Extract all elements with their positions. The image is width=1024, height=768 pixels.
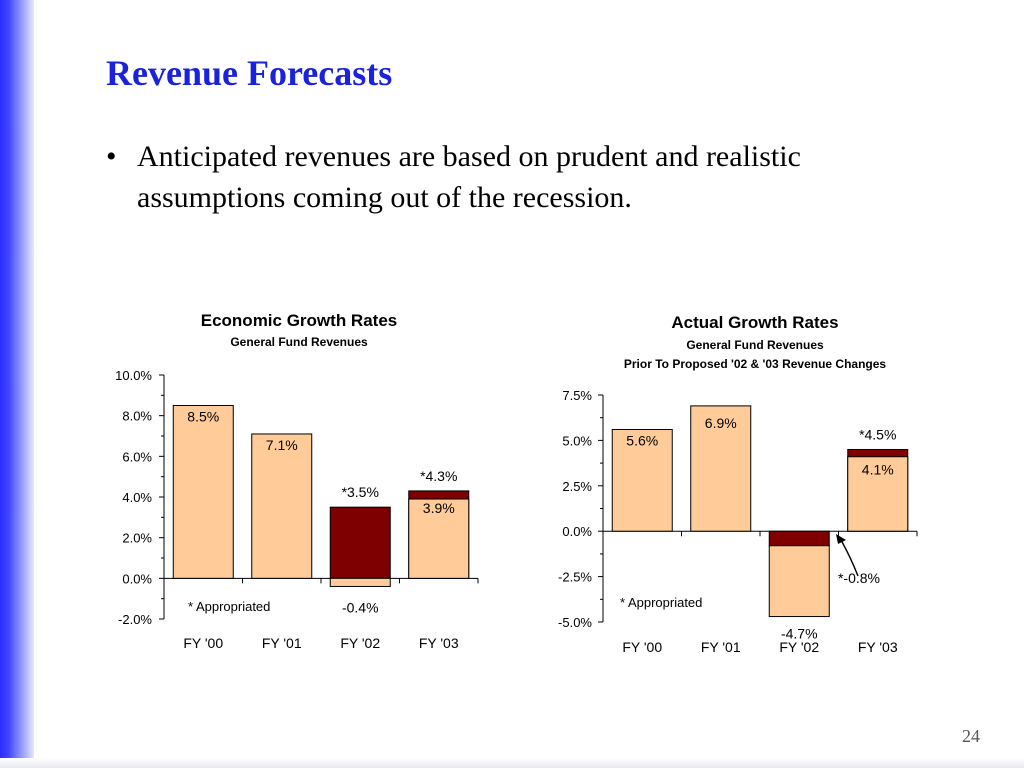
bullet-text: Anticipated revenues are based on pruden…: [137, 140, 801, 214]
y-tick-label: 8.0%: [122, 409, 152, 424]
y-tick-label: 6.0%: [122, 449, 152, 464]
bar-appropriated-label: *4.3%: [420, 468, 457, 484]
y-tick-label: -5.0%: [558, 615, 592, 630]
x-category-label: FY '01: [262, 635, 302, 651]
bar-value-label: -0.4%: [342, 599, 379, 615]
bar-value: [768, 545, 830, 618]
bar-value: [251, 433, 313, 579]
chart-subtitle-2: Prior To Proposed '02 & '03 Revenue Chan…: [624, 357, 887, 371]
slide-side-bar: [0, 0, 34, 768]
x-category-label: FY '03: [858, 639, 898, 655]
chart-title: Economic Growth Rates: [201, 311, 397, 330]
chart-subtitle: General Fund Revenues: [686, 338, 824, 352]
bar-value-label: 5.6%: [626, 433, 658, 449]
y-tick-label: 5.0%: [562, 433, 592, 448]
y-tick-label: -2.5%: [558, 570, 592, 585]
y-tick-label: 0.0%: [122, 571, 152, 586]
bar-value: [690, 405, 752, 532]
bar-value: [611, 429, 673, 532]
x-category-label: FY '03: [419, 635, 459, 651]
bullet-marker: •: [106, 140, 117, 173]
chart-footnote: * Appropriated: [188, 599, 270, 614]
bar-appropriated-label: *-0.8%: [838, 570, 880, 586]
bar-appropriated: [329, 506, 391, 579]
x-category-label: FY '00: [622, 639, 662, 655]
annotation-arrowhead: [836, 534, 846, 544]
y-tick-label: 0.0%: [562, 524, 592, 539]
bar-appropriated: [768, 530, 830, 547]
bar-value-label: 8.5%: [187, 409, 219, 425]
x-category-label: FY '02: [340, 635, 380, 651]
y-tick-label: 2.0%: [122, 531, 152, 546]
bar-value-label: 3.9%: [423, 500, 455, 516]
chart-subtitle: General Fund Revenues: [230, 335, 368, 349]
y-tick-label: 7.5%: [562, 388, 592, 403]
bar-value: [329, 577, 391, 587]
y-tick-label: 2.5%: [562, 479, 592, 494]
y-tick-label: -2.0%: [118, 612, 152, 627]
bar-value-label: 6.9%: [705, 415, 737, 431]
slide-bottom-fade: [0, 758, 1024, 768]
bar-value: [172, 405, 234, 579]
annotation-arrow: [840, 539, 859, 577]
y-tick-label: 10.0%: [115, 368, 152, 383]
y-tick-label: 4.0%: [122, 490, 152, 505]
bar-value-label: -4.7%: [781, 626, 818, 642]
chart-footnote: * Appropriated: [620, 595, 702, 610]
chart-title: Actual Growth Rates: [671, 313, 838, 332]
bar-value-label: 7.1%: [266, 437, 298, 453]
bar-value: [847, 456, 909, 532]
bar-value: [408, 498, 470, 579]
bar-appropriated-label: *4.5%: [859, 426, 896, 442]
bar-value-label: 4.1%: [862, 462, 894, 478]
x-category-label: FY '02: [779, 639, 819, 655]
x-category-label: FY '00: [183, 635, 223, 651]
x-category-label: FY '01: [701, 639, 741, 655]
page-number: 24: [962, 726, 980, 746]
bar-appropriated-label: *3.5%: [342, 484, 379, 500]
slide-title: Revenue Forecasts: [106, 53, 393, 93]
